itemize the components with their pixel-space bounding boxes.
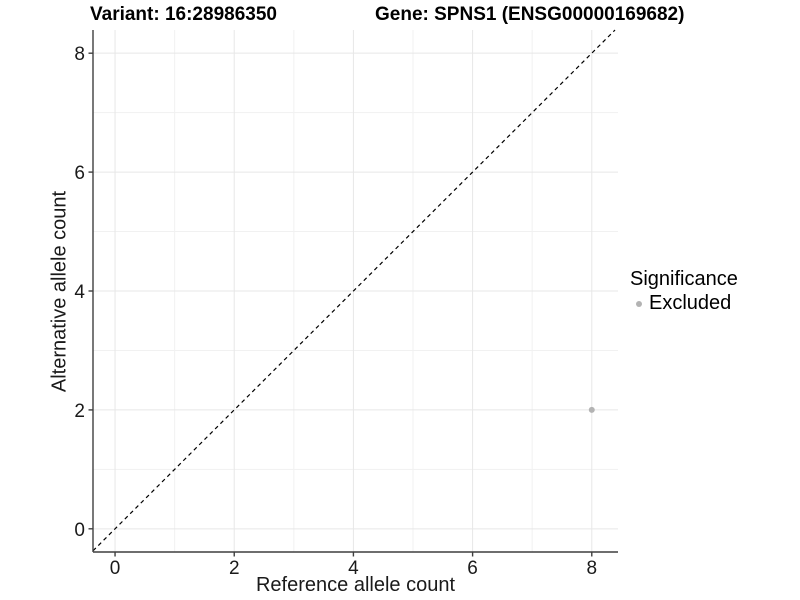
y-tick-label: 8 xyxy=(74,44,85,65)
x-tick-label: 4 xyxy=(348,558,359,579)
legend-items: Excluded xyxy=(630,292,738,315)
y-tick-label: 0 xyxy=(74,520,85,541)
x-tick-label: 0 xyxy=(110,558,121,579)
x-tick-label: 2 xyxy=(229,558,240,579)
legend-key-dot-icon xyxy=(635,300,642,307)
y-axis-title: Alternative allele count xyxy=(48,190,71,393)
y-tick-label: 6 xyxy=(74,163,85,184)
legend: Significance Excluded xyxy=(630,268,738,315)
gene-title: Gene: SPNS1 (ENSG00000169682) xyxy=(375,4,685,25)
legend-key xyxy=(630,295,647,312)
legend-title: Significance xyxy=(630,268,738,290)
x-tick-label: 8 xyxy=(586,558,597,579)
variant-title: Variant: 16:28986350 xyxy=(90,4,277,25)
identity-dashed-line xyxy=(92,29,616,552)
x-axis-title: Reference allele count xyxy=(255,574,455,596)
legend-item: Excluded xyxy=(630,292,738,315)
y-tick-label: 2 xyxy=(74,401,85,422)
y-tick-label: 4 xyxy=(74,282,85,303)
legend-item-label: Excluded xyxy=(649,292,732,314)
x-tick-label: 6 xyxy=(467,558,478,579)
data-point xyxy=(588,406,595,413)
